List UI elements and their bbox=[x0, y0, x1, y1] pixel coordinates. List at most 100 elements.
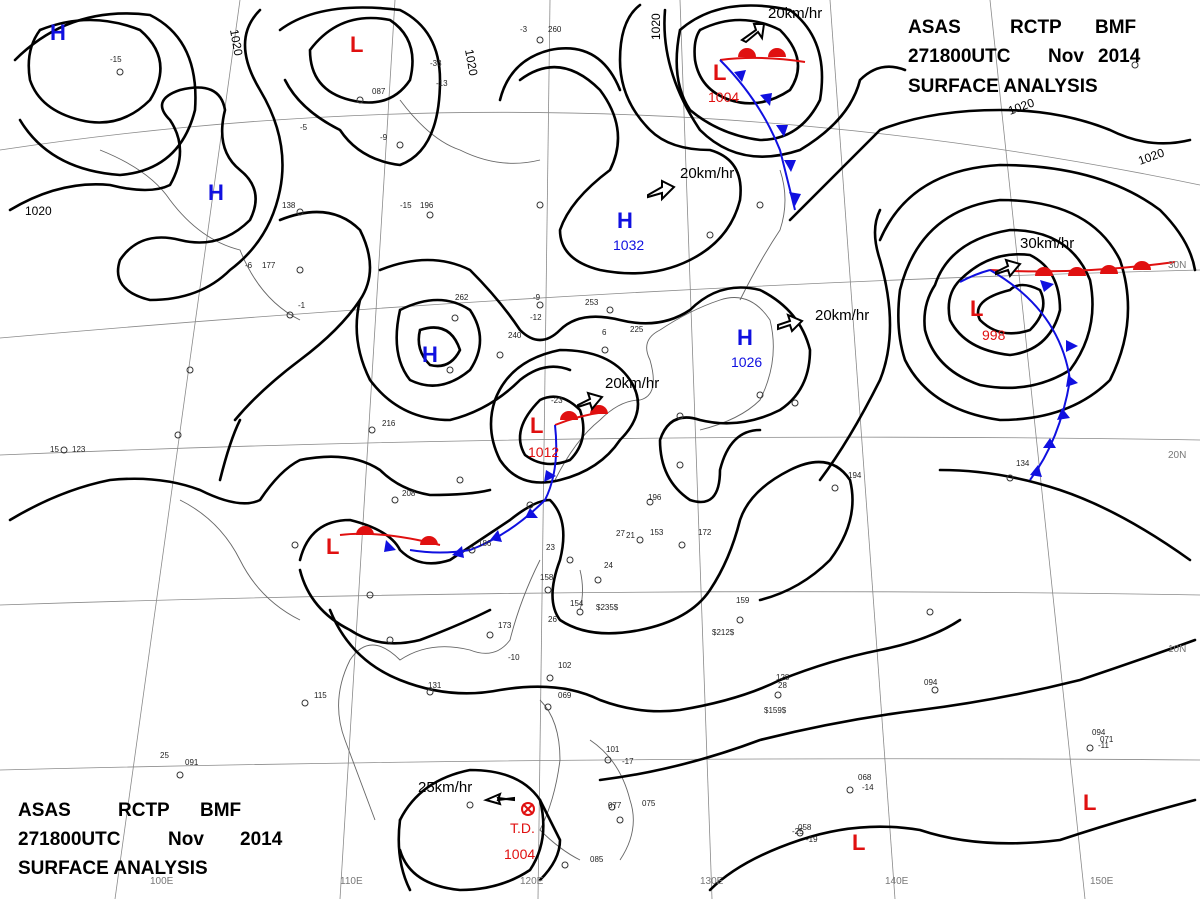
center-pressure-5: 1004 bbox=[708, 89, 739, 105]
station-value: -19 bbox=[806, 835, 818, 844]
station-value: 216 bbox=[382, 419, 396, 428]
station-value: 138 bbox=[282, 201, 296, 210]
station-value: 177 bbox=[262, 261, 276, 270]
coastlines bbox=[99, 99, 786, 861]
station-value: -15 bbox=[400, 201, 412, 210]
low-center-13: L bbox=[852, 830, 865, 855]
station-value: 262 bbox=[455, 293, 469, 302]
movement-label-5: 20km/hr bbox=[605, 375, 659, 392]
station-value: 23 bbox=[546, 543, 555, 552]
station-value: 077 bbox=[608, 801, 622, 810]
station-value: 253 bbox=[585, 298, 599, 307]
lon-label-110E: 110E bbox=[340, 876, 363, 887]
low-center-5: L bbox=[713, 60, 726, 85]
station-value: $235$ bbox=[596, 603, 619, 612]
isobar-label-3: 1020 bbox=[649, 13, 663, 40]
station-value: 091 bbox=[185, 758, 199, 767]
high-center-7: H bbox=[737, 325, 753, 350]
station-value: -15 bbox=[110, 55, 122, 64]
station-value: 134 bbox=[1016, 459, 1030, 468]
station-value: 058 bbox=[798, 823, 812, 832]
station-value: 085 bbox=[590, 855, 604, 864]
station-value: 24 bbox=[604, 561, 613, 570]
station-value: 173 bbox=[498, 621, 512, 630]
station-value: 172 bbox=[698, 528, 712, 537]
header-bottom-line2-1: 271800UTC bbox=[18, 829, 121, 850]
td-symbol bbox=[521, 802, 535, 816]
lat-label-30N: 30N bbox=[1168, 260, 1186, 271]
station-marks bbox=[60, 36, 1139, 869]
station-value: 225 bbox=[630, 325, 644, 334]
station-value: 068 bbox=[858, 773, 872, 782]
station-value: 115 bbox=[314, 691, 327, 700]
low-center-10: L bbox=[326, 534, 339, 559]
header-bottom-line2-3: 2014 bbox=[240, 829, 283, 850]
station-value: -1 bbox=[298, 301, 306, 310]
station-value: -25 bbox=[792, 827, 804, 836]
low-center-12: L bbox=[1083, 790, 1096, 815]
station-value: 28 bbox=[778, 681, 787, 690]
station-value: -11 bbox=[1098, 741, 1110, 750]
station-value: -9 bbox=[533, 293, 541, 302]
station-value: 123 bbox=[72, 445, 86, 454]
station-value: -6 bbox=[245, 261, 253, 270]
header-bottom-line1-2: RCTP bbox=[118, 800, 170, 821]
center-pressure-4: 1032 bbox=[613, 237, 644, 253]
station-value: 094 bbox=[1092, 728, 1106, 737]
high-center-3: H bbox=[208, 180, 224, 205]
station-value: 102 bbox=[558, 661, 572, 670]
low-center-9: L bbox=[530, 413, 543, 438]
header-top-line1-1: ASAS bbox=[908, 17, 961, 38]
lat-label-20N: 20N bbox=[1168, 450, 1186, 461]
center-pressure-11: 1004 bbox=[504, 846, 535, 862]
station-value: 094 bbox=[924, 678, 938, 687]
station-value: 131 bbox=[428, 681, 442, 690]
header-top-line2-1: 271800UTC bbox=[908, 46, 1011, 67]
station-value: 196 bbox=[648, 493, 662, 502]
header-bottom-line2-2: Nov bbox=[168, 829, 204, 850]
station-value: -33 bbox=[430, 59, 442, 68]
center-pressure-8: 998 bbox=[982, 327, 1006, 343]
station-value: 087 bbox=[372, 87, 386, 96]
center-pressure-9: 1012 bbox=[528, 444, 559, 460]
station-value: 196 bbox=[420, 201, 434, 210]
header-top-line1-2: RCTP bbox=[1010, 17, 1062, 38]
station-value: -3 bbox=[520, 25, 528, 34]
movement-label-4: 30km/hr bbox=[1020, 235, 1074, 252]
station-value: 27 bbox=[616, 529, 625, 538]
isobar-label-2: 1020 bbox=[462, 48, 480, 77]
station-value: -14 bbox=[862, 783, 874, 792]
station-value: 240 bbox=[508, 331, 522, 340]
movement-arrows bbox=[483, 23, 1022, 806]
station-value: -13 bbox=[436, 79, 448, 88]
station-value: 154 bbox=[570, 599, 584, 608]
station-value: 159 bbox=[736, 596, 750, 605]
header-top-line3: SURFACE ANALYSIS bbox=[908, 76, 1098, 97]
movement-label-3: 20km/hr bbox=[815, 307, 869, 324]
high-center-4: H bbox=[617, 208, 633, 233]
header-top-line2-3: 2014 bbox=[1098, 46, 1141, 67]
station-value: -17 bbox=[622, 757, 634, 766]
station-value: 26 bbox=[548, 615, 557, 624]
td-label: T.D. bbox=[510, 820, 535, 836]
lon-label-130E: 130E bbox=[700, 876, 724, 887]
station-value: $212$ bbox=[712, 628, 735, 637]
station-value: 15 bbox=[50, 445, 59, 454]
station-value: 21 bbox=[626, 531, 635, 540]
low-center-8: L bbox=[970, 296, 983, 321]
station-value: 158 bbox=[540, 573, 554, 582]
high-center-1: H bbox=[50, 20, 66, 45]
header-top-line2-2: Nov bbox=[1048, 46, 1084, 67]
header-top-line1-3: BMF bbox=[1095, 17, 1136, 38]
station-value: 128 bbox=[776, 673, 790, 682]
high-center-6: H bbox=[422, 342, 438, 367]
station-value: -9 bbox=[380, 133, 388, 142]
header-bottom-line1-3: BMF bbox=[200, 800, 241, 821]
lon-label-120E: 120E bbox=[520, 876, 544, 887]
station-value: 6 bbox=[602, 328, 607, 337]
center-pressure-7: 1026 bbox=[731, 354, 762, 370]
low-center-2: L bbox=[350, 32, 363, 57]
isobar-label-1: 1020 bbox=[227, 28, 245, 57]
lat-label-10N: 10N bbox=[1168, 644, 1186, 655]
